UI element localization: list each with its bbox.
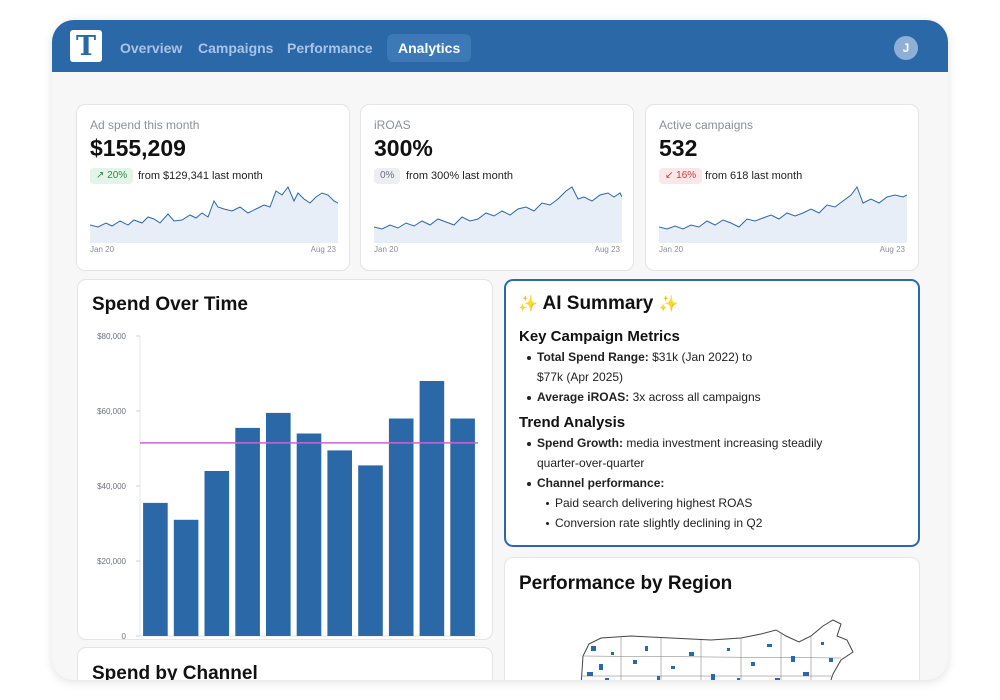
kpi-value: 532 [659, 135, 698, 161]
item-label: Spend Growth: [537, 436, 623, 450]
ai-summary-title: ✨ AI Summary ✨ [518, 293, 679, 315]
bullet-icon [527, 442, 531, 446]
tab-performance[interactable]: Performance [287, 40, 373, 56]
spend-bar[interactable] [358, 465, 383, 636]
spend-bar[interactable] [143, 502, 168, 636]
performance-by-region-card: Performance by Region [504, 557, 920, 680]
list-item: Total Spend Range: $31k (Jan 2022) to [537, 347, 752, 367]
tab-analytics[interactable]: Analytics [387, 34, 472, 62]
sparkles-icon: ✨ [518, 296, 538, 313]
ai-summary-card: ✨ AI Summary ✨ Key Campaign Metrics Tota… [504, 279, 920, 547]
kpi-compare: from $129,341 last month [138, 170, 263, 182]
y-tick-label: $20,000 [97, 557, 126, 566]
kpi-label: Ad spend this month [90, 118, 200, 132]
change-badge: ↙ 16% [659, 168, 703, 184]
kpi-label: iROAS [374, 118, 411, 132]
user-avatar[interactable]: J [894, 36, 918, 60]
date-start: Jan 20 [659, 245, 684, 254]
arrow-down-left-icon: ↙ [665, 170, 674, 181]
date-end: Aug 23 [310, 245, 336, 254]
item-label: Average iROAS: [537, 390, 630, 404]
change-value: 16% [676, 170, 697, 181]
sub-bullet-icon [546, 522, 549, 525]
spend-bar[interactable] [327, 450, 352, 636]
top-navbar: T Overview Campaigns Performance Analyti… [52, 20, 948, 72]
sparkline-iroas [374, 186, 622, 243]
sparkline-ad-spend [90, 186, 338, 243]
tab-campaigns[interactable]: Campaigns [198, 40, 274, 56]
spend-bar-chart: 0 $20,000 $40,000 $60,000 $80,000 [97, 332, 478, 640]
y-tick-label: 0 [122, 632, 127, 640]
spend-bar[interactable] [296, 433, 322, 637]
tab-overview[interactable]: Overview [120, 40, 183, 56]
app-logo[interactable]: T [70, 30, 102, 62]
kpi-compare: from 300% last month [406, 170, 513, 182]
kpi-value: 300% [374, 135, 433, 161]
list-item-continued: $77k (Apr 2025) [537, 370, 624, 384]
item-text: 3x across all campaigns [629, 390, 761, 404]
sub-list-item: Paid search delivering highest ROAS [555, 496, 753, 510]
date-start: Jan 20 [90, 245, 115, 254]
list-item: Spend Growth: media investment increasin… [537, 433, 822, 453]
kpi-label: Active campaigns [659, 118, 754, 132]
kpi-compare: from 618 last month [705, 170, 803, 182]
spend-bar[interactable] [235, 427, 260, 636]
list-item: Average iROAS: 3x across all campaigns [537, 387, 761, 407]
date-end: Aug 23 [594, 245, 620, 254]
card-title: Performance by Region [519, 573, 733, 594]
y-tick-label: $60,000 [97, 407, 126, 416]
kpi-card-ad-spend: Ad spend this month $155,209 ↗ 20% from … [76, 104, 350, 271]
bullet-icon [527, 482, 531, 486]
item-text: media investment increasing steadily [623, 436, 823, 450]
bullet-icon [527, 396, 531, 400]
sparkles-icon: ✨ [658, 296, 679, 313]
spend-bar[interactable] [450, 418, 475, 637]
us-region-map [580, 619, 854, 680]
sparkline-active-campaigns [659, 185, 907, 243]
item-text: $31k (Jan 2022) to [648, 350, 753, 364]
kpi-value: $155,209 [90, 135, 186, 161]
change-badge: 0% [374, 168, 401, 184]
y-tick-label: $40,000 [97, 482, 126, 491]
spend-bar[interactable] [419, 381, 445, 636]
sub-list-item: Conversion rate slightly declining in Q2 [555, 516, 763, 530]
spend-bar[interactable] [173, 519, 199, 637]
section-heading: Trend Analysis [519, 414, 626, 431]
spend-bar[interactable] [204, 471, 230, 636]
list-item: Channel performance: [537, 473, 664, 493]
kpi-card-active-campaigns: Active campaigns 532 ↙ 16% from 618 last… [645, 104, 919, 271]
spend-over-time-card: Spend Over Time 0 $20,000 $40,000 $60,000 $8… [77, 279, 493, 640]
app-window: T Overview Campaigns Performance Analyti… [52, 20, 948, 680]
card-title: Spend Over Time [92, 294, 248, 315]
spend-bar[interactable] [266, 412, 291, 636]
item-label: Channel performance: [537, 476, 665, 490]
date-start: Jan 20 [374, 245, 399, 254]
section-heading: Key Campaign Metrics [519, 328, 680, 345]
y-tick-label: $80,000 [97, 332, 126, 341]
bullet-icon [527, 356, 531, 360]
spend-by-channel-card: Spend by Channel [77, 647, 493, 680]
card-title: Spend by Channel [92, 663, 258, 680]
arrow-up-right-icon: ↗ [96, 170, 105, 181]
list-item-continued: quarter-over-quarter [537, 456, 645, 470]
change-value: 20% [107, 170, 128, 181]
kpi-card-iroas: iROAS 300% 0% from 300% last month Jan 2… [360, 104, 634, 271]
change-value: 0% [380, 170, 395, 181]
spend-bar[interactable] [388, 418, 414, 637]
date-end: Aug 23 [879, 245, 905, 254]
sub-bullet-icon [546, 502, 549, 505]
change-badge: ↗ 20% [90, 168, 134, 184]
item-label: Total Spend Range: [537, 350, 649, 364]
ai-summary-title-text: AI Summary [542, 293, 654, 314]
